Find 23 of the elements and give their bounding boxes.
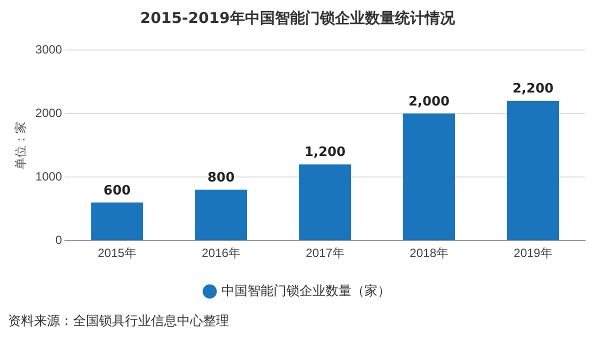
- data-label: 1,200: [304, 145, 346, 160]
- bar: [195, 190, 248, 240]
- data-label: 600: [104, 183, 131, 198]
- y-tick-label: 0: [55, 232, 62, 247]
- y-axis-title: 单位：家: [14, 121, 28, 170]
- bar: [403, 114, 456, 240]
- data-label: 800: [207, 170, 235, 186]
- y-tick-label: 3000: [35, 42, 62, 56]
- legend-label: 中国智能门锁企业数量（家）: [221, 283, 390, 298]
- y-tick-label: 2000: [35, 106, 62, 120]
- x-tick-label: 2019年: [514, 246, 552, 260]
- x-tick-label: 2015年: [98, 246, 136, 260]
- x-tick-label: 2017年: [306, 246, 344, 260]
- text: 资料来源：全国锁具行业信息中心整理: [8, 313, 229, 330]
- y-tick-label: 1000: [35, 169, 62, 184]
- x-tick-label: 2018年: [410, 246, 448, 260]
- data-label: 2,200: [512, 82, 554, 97]
- bar: [91, 202, 144, 240]
- chart-title: 2015-2019年中国智能门锁企业数量统计情况: [140, 8, 456, 27]
- data-label: 2,000: [408, 94, 450, 110]
- bar: [299, 164, 352, 240]
- bar: [507, 100, 560, 240]
- x-tick-label: 2016年: [202, 246, 240, 260]
